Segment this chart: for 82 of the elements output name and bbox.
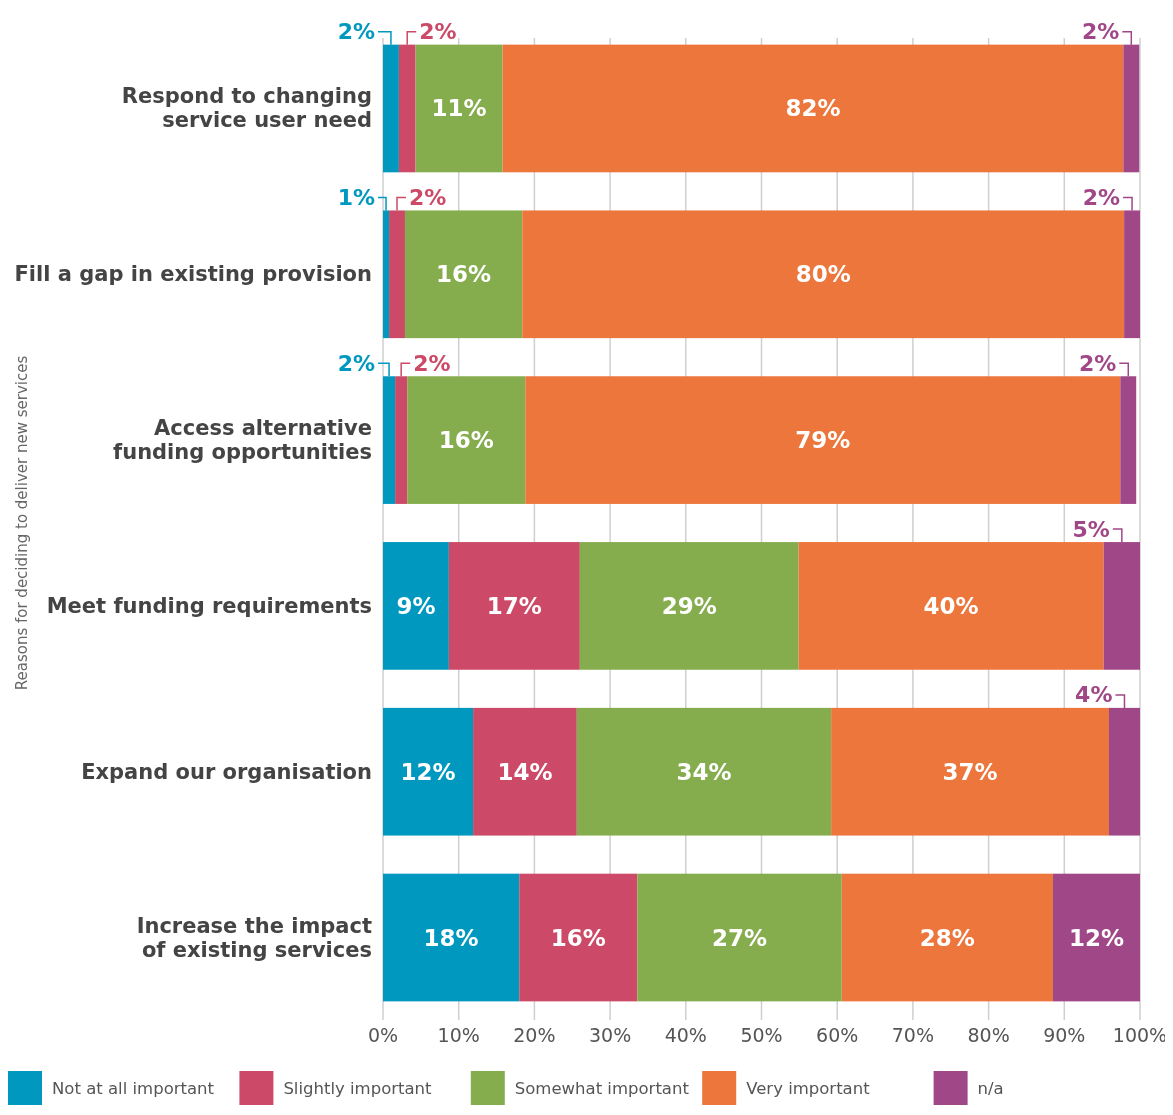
bar <box>576 707 832 836</box>
data-label: 12% <box>1068 924 1124 951</box>
data-label: 1% <box>337 184 375 210</box>
bar <box>1052 873 1140 1002</box>
bar <box>383 210 390 339</box>
legend-label: Very important <box>746 1078 871 1098</box>
data-label: 17% <box>486 592 542 619</box>
y-tick-label: Increase the impact of existing services <box>136 913 372 962</box>
data-label: 9% <box>396 592 436 619</box>
data-label: 16% <box>436 261 492 288</box>
y-tick-label: Fill a gap in existing provision <box>14 262 372 287</box>
data-label: 16% <box>438 427 494 454</box>
x-tick-label: 30% <box>588 1024 632 1046</box>
y-axis-title: Reasons for deciding to deliver new services <box>13 355 31 691</box>
bar <box>383 542 449 670</box>
bar <box>395 376 408 504</box>
data-label: 79% <box>795 427 851 454</box>
bar <box>1108 707 1140 836</box>
x-tick-label: 90% <box>1043 1024 1086 1046</box>
bar <box>519 873 638 1002</box>
data-label: 2% <box>419 19 457 45</box>
data-label: 2% <box>337 350 375 376</box>
data-label: 2% <box>1078 350 1117 376</box>
bar <box>383 873 520 1002</box>
bar <box>1103 542 1140 670</box>
bar <box>1123 44 1140 173</box>
legend-label: Somewhat important <box>514 1078 690 1098</box>
data-label: 2% <box>1082 184 1121 210</box>
bar <box>502 44 1124 173</box>
bar <box>398 44 416 173</box>
bar <box>525 376 1121 504</box>
data-label: 29% <box>661 592 717 619</box>
data-label: 2% <box>413 350 451 376</box>
data-label: 18% <box>423 924 479 951</box>
data-label: 11% <box>431 95 487 122</box>
bar <box>383 707 474 836</box>
x-tick-label: 80% <box>967 1024 1010 1046</box>
bar <box>522 210 1125 339</box>
x-tick-label: 40% <box>664 1024 707 1046</box>
data-label: 5% <box>1072 516 1110 542</box>
legend-label: n/a <box>977 1078 1004 1098</box>
bar <box>1120 376 1137 504</box>
bar <box>383 44 399 173</box>
data-label: 2% <box>337 19 375 45</box>
bar <box>579 542 799 670</box>
bar <box>415 44 503 173</box>
legend-label: Not at all important <box>52 1078 215 1098</box>
x-tick-label: 50% <box>740 1024 783 1046</box>
bar <box>404 210 523 339</box>
bar <box>473 707 577 836</box>
data-label: 16% <box>550 924 606 951</box>
x-tick-label: 60% <box>816 1024 859 1046</box>
bar <box>407 376 526 504</box>
data-label: 80% <box>795 261 851 288</box>
bar <box>448 542 580 670</box>
data-label: 34% <box>676 758 732 785</box>
y-tick-label: Meet funding requirements <box>46 593 372 618</box>
data-label: 27% <box>712 924 768 951</box>
data-label: 82% <box>785 95 841 122</box>
x-tick-label: 20% <box>513 1024 556 1046</box>
data-label: 4% <box>1075 682 1113 708</box>
data-label: 12% <box>400 758 456 785</box>
bar <box>831 707 1109 836</box>
y-tick-label: Respond to changing service user need <box>121 84 372 133</box>
bar <box>1124 210 1140 339</box>
data-label: 28% <box>919 924 975 951</box>
bar <box>798 542 1104 670</box>
bar <box>383 376 396 504</box>
y-tick-label: Expand our organisation <box>81 759 372 784</box>
legend-label: Slightly important <box>283 1078 433 1098</box>
data-label: 40% <box>923 592 979 619</box>
x-tick-label: 10% <box>437 1024 480 1046</box>
x-tick-label: 70% <box>891 1024 935 1046</box>
bar <box>637 873 842 1002</box>
x-tick-label: 0% <box>367 1024 399 1046</box>
data-label: 14% <box>497 758 553 785</box>
bar <box>841 873 1053 1002</box>
data-label: 2% <box>1081 19 1120 45</box>
bar <box>389 210 405 339</box>
data-label: 2% <box>409 184 447 210</box>
y-tick-label: Access alternative funding opportunities <box>113 416 372 465</box>
data-label: 37% <box>942 758 998 785</box>
